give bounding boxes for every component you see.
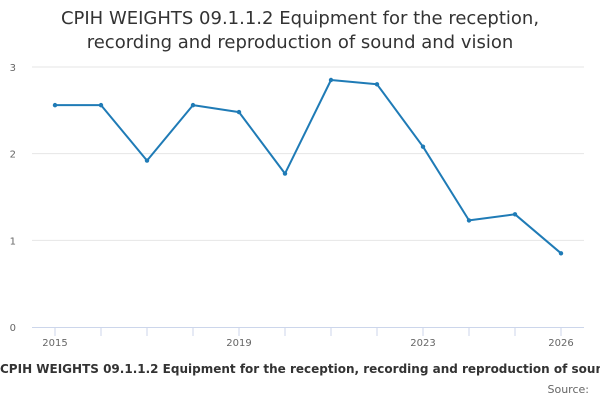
data-point <box>512 212 518 217</box>
data-point <box>98 102 104 108</box>
y-tick-label: 1 <box>10 236 16 247</box>
x-axis-title: CPIH WEIGHTS 09.1.1.2 Equipment for the … <box>0 362 600 376</box>
y-tick-label: 0 <box>10 323 16 334</box>
data-point <box>374 82 380 87</box>
x-tick-label: 2019 <box>226 338 251 349</box>
y-tick-label: 3 <box>10 63 16 74</box>
chart-title: CPIH WEIGHTS 09.1.1.2 Equipment for the … <box>0 7 600 55</box>
chart-title-line-1: CPIH WEIGHTS 09.1.1.2 Equipment for the … <box>60 8 540 29</box>
y-tick-label: 2 <box>10 150 16 161</box>
data-point <box>52 102 58 108</box>
data-point <box>328 77 334 83</box>
data-point <box>282 171 288 176</box>
series-line <box>54 79 562 255</box>
data-point <box>144 158 150 163</box>
chart-credits: Source: <box>547 383 590 396</box>
data-point <box>466 218 472 223</box>
chart-title-line-2: recording and reproduction of sound and … <box>86 32 514 53</box>
x-tick-label: 2023 <box>410 338 435 349</box>
data-point <box>236 109 242 115</box>
data-point <box>420 144 426 149</box>
x-tick-label: 2015 <box>42 338 67 349</box>
data-point <box>558 251 564 256</box>
x-tick-label: 2026 <box>548 338 573 349</box>
data-point <box>190 102 196 108</box>
